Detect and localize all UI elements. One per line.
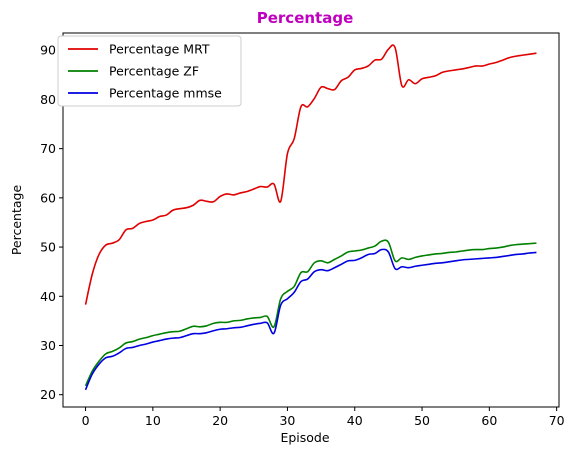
x-tick-label: 0 [82, 413, 90, 428]
axes-layer: 0 10 20 30 40 50 60 70 20 30 40 50 60 70 80 90 [40, 43, 565, 428]
y-tick-label: 60 [40, 190, 56, 205]
x-tick-label: 40 [347, 413, 363, 428]
legend-label-1: Percentage ZF [109, 64, 199, 79]
y-tick-label: 70 [40, 141, 56, 156]
series-line-2 [84, 248, 537, 391]
chart-title: Percentage [257, 9, 354, 27]
x-tick-label: 10 [145, 413, 161, 428]
plot-frame [62, 32, 560, 408]
x-tick-label: 20 [212, 413, 228, 428]
legend-label-0: Percentage MRT [109, 42, 210, 57]
legend-box [57, 35, 242, 107]
y-tick-label: 90 [40, 43, 56, 58]
x-tick-label: 60 [481, 413, 497, 428]
x-axis-label: Episode [280, 430, 329, 445]
series-layer [84, 44, 537, 391]
y-tick-label: 50 [40, 240, 56, 255]
legend-label-2: Percentage mmse [109, 86, 222, 101]
y-axis-label: Percentage [9, 185, 24, 256]
series-line-0 [84, 44, 537, 305]
x-tick-label: 50 [414, 413, 430, 428]
x-tick-label: 30 [279, 413, 295, 428]
series-line-1 [84, 239, 537, 387]
y-tick-label: 20 [40, 387, 56, 402]
legend: Percentage MRT Percentage ZF Percentage mm… [57, 35, 242, 107]
y-tick-label: 40 [40, 289, 56, 304]
y-tick-label: 80 [40, 92, 56, 107]
y-tick-label: 30 [40, 338, 56, 353]
x-tick-label: 70 [549, 413, 565, 428]
